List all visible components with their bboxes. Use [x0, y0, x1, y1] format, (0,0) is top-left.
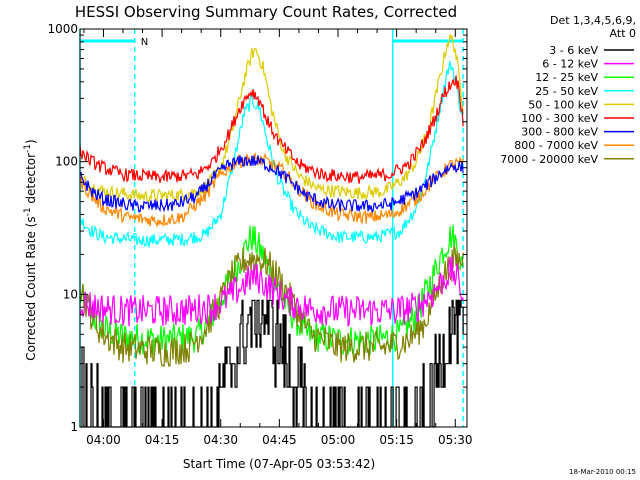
x-tick-label: 04:15 [145, 433, 180, 447]
series-line [79, 155, 464, 213]
legend-header: Att 0 [610, 27, 636, 40]
legend-label: 800 - 7000 keV [514, 139, 598, 152]
legend-label: 50 - 100 keV [528, 98, 598, 111]
series-line [79, 34, 464, 204]
y-tick-label: 100 [55, 155, 78, 169]
legend-label: 6 - 12 keV [542, 58, 598, 71]
y-axis-label: Corrected Count Rate (s-1 detector-1) [23, 139, 38, 360]
legend-label: 3 - 6 keV [549, 44, 598, 57]
y-tick-label: 1000 [47, 22, 78, 36]
plot-frame [79, 28, 468, 428]
legend-label: 300 - 800 keV [521, 126, 598, 139]
chart-title: HESSI Observing Summary Count Rates, Cor… [75, 3, 457, 21]
x-tick-label: 05:30 [438, 433, 473, 447]
legend-label: 7000 - 20000 keV [500, 153, 598, 166]
series-line [79, 152, 464, 229]
x-tick-label: 05:00 [321, 433, 356, 447]
x-tick-label: 04:45 [262, 433, 297, 447]
y-tick-label: 10 [63, 287, 78, 301]
x-tick-label: 04:30 [203, 433, 238, 447]
generation-timestamp: 18-Mar-2010 00:15 [569, 468, 636, 476]
y-tick-label: 1 [70, 420, 78, 434]
legend-label: 12 - 25 keV [535, 71, 598, 84]
night-label: N [141, 37, 148, 48]
series-line [79, 61, 464, 250]
legend-label: 25 - 50 keV [535, 85, 598, 98]
legend-label: 100 - 300 keV [521, 112, 598, 125]
series-line [79, 256, 464, 327]
axes-layer: 1 10 100 1000 04:00 04:15 04:30 04:45 05:00 05:15… [47, 22, 472, 447]
series-line [79, 75, 464, 184]
x-axis-label: Start Time (07-Apr-05 03:53:42) [183, 457, 375, 471]
x-tick-label: 05:15 [379, 433, 414, 447]
x-tick-label: 04:00 [86, 433, 121, 447]
legend-header: Det 1,3,4,5,6,9, [550, 14, 636, 27]
